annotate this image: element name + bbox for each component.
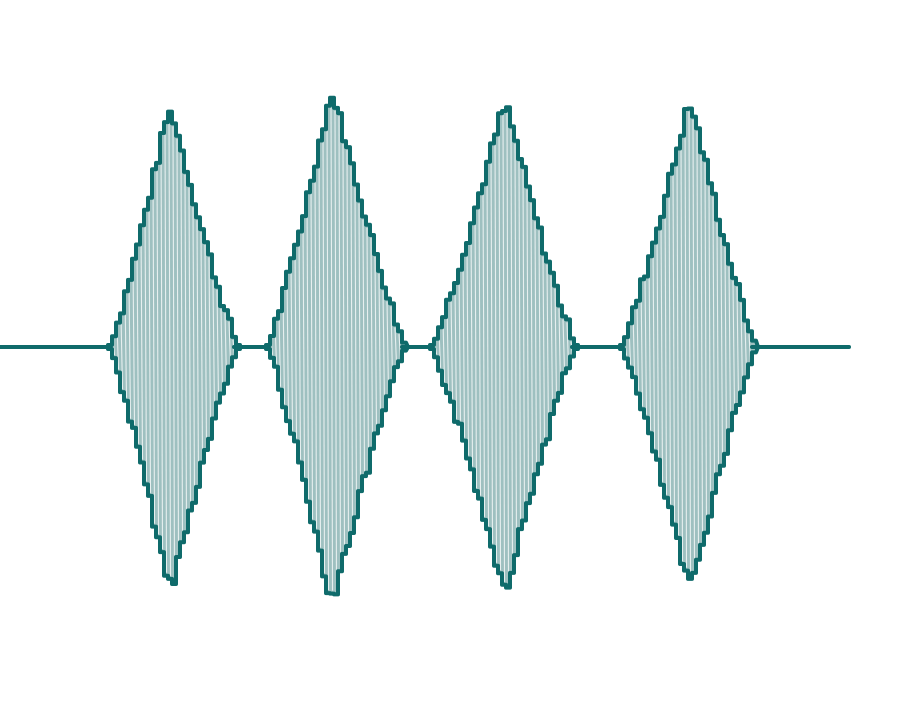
wave-burst-outline-top <box>618 106 760 348</box>
wave-burst-outline-bottom <box>264 346 410 597</box>
wave-burst-outline-top <box>264 95 410 348</box>
wave-burst-outline-top <box>106 109 242 347</box>
wave-burst <box>618 106 760 581</box>
wave-burst-outline-top <box>428 105 580 347</box>
wave-burst-outline-bottom <box>428 347 580 590</box>
wave-burst-outline-bottom <box>106 347 242 586</box>
wave-oscillation-lines <box>112 114 236 581</box>
wave-burst <box>106 109 242 586</box>
wave-oscillation-lines <box>434 110 574 585</box>
wave-burst-fill <box>266 97 408 595</box>
wave-oscillation-lines <box>270 100 402 592</box>
wave-burst <box>428 105 580 590</box>
wave-burst <box>264 95 410 597</box>
wave-burst-outline-bottom <box>618 346 760 581</box>
bursts-layer <box>106 95 760 597</box>
